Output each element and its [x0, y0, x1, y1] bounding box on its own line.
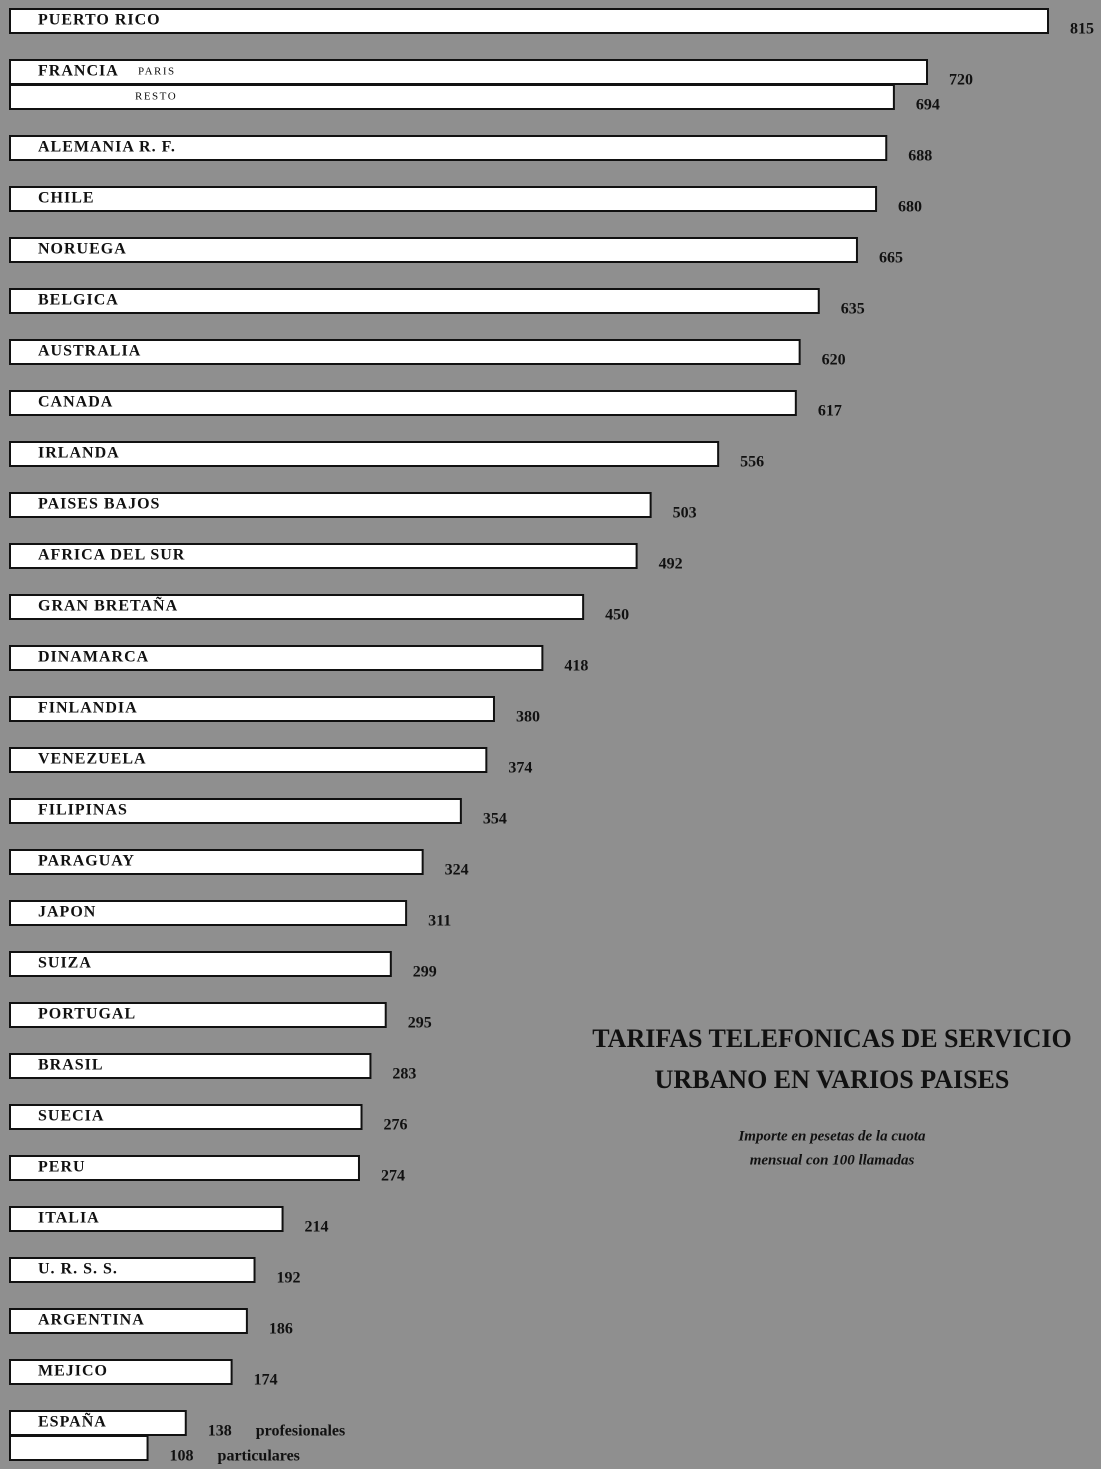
value-label: 688	[908, 148, 932, 165]
bar	[9, 1308, 248, 1334]
bar-note: particulares	[218, 1448, 300, 1465]
value-label: 274	[381, 1168, 405, 1185]
bar-label: PORTUGAL	[38, 1006, 136, 1023]
bar	[9, 1257, 256, 1283]
bar	[9, 1053, 372, 1079]
bar-label: CHILE	[38, 190, 95, 207]
value-label: 214	[305, 1219, 329, 1236]
value-label: 720	[949, 72, 973, 89]
bar-label: AFRICA DEL SUR	[38, 547, 185, 564]
bar-label: PERU	[38, 1159, 86, 1176]
value-label: 694	[916, 97, 940, 114]
value-label: 354	[483, 811, 507, 828]
value-label: 556	[740, 454, 764, 471]
bar-label: PUERTO RICO	[38, 12, 161, 29]
bar	[9, 696, 495, 722]
bar-label: GRAN BRETAÑA	[38, 596, 178, 615]
value-label: 492	[659, 556, 683, 573]
value-label: 374	[508, 760, 532, 777]
bar-label: FILIPINAS	[38, 802, 128, 819]
bar	[9, 237, 858, 263]
bar	[9, 543, 638, 569]
value-label: 815	[1070, 21, 1094, 38]
value-label: 311	[428, 913, 451, 930]
bar-label: U. R. S. S.	[38, 1261, 118, 1278]
bar-label: FINLANDIA	[38, 700, 138, 717]
bar	[9, 1435, 149, 1461]
bar	[9, 798, 462, 824]
bar-label: VENEZUELA	[38, 751, 147, 768]
value-label: 635	[841, 301, 865, 318]
value-label: 186	[269, 1321, 293, 1338]
value-label: 617	[818, 403, 842, 420]
bar	[9, 1002, 387, 1028]
value-label: 192	[277, 1270, 301, 1287]
value-label: 418	[564, 658, 588, 675]
bar-label: BELGICA	[38, 292, 119, 309]
value-label: 380	[516, 709, 540, 726]
bar-note: profesionales	[256, 1423, 345, 1440]
bar	[9, 747, 488, 773]
chart-subtitle: mensual con 100 llamadas	[750, 1152, 915, 1168]
bar-label: SUECIA	[38, 1108, 104, 1125]
bar	[9, 1104, 363, 1130]
value-label: 620	[822, 352, 846, 369]
bar	[9, 288, 820, 314]
bar	[9, 84, 895, 110]
bar	[9, 1155, 360, 1181]
value-label: 295	[408, 1015, 432, 1032]
bar-label: NORUEGA	[38, 241, 127, 258]
value-label: 324	[445, 862, 469, 879]
value-label: 665	[879, 250, 903, 267]
value-label: 680	[898, 199, 922, 216]
bar	[9, 8, 1049, 34]
bar	[9, 1359, 233, 1385]
bar	[9, 135, 888, 161]
bar-label: MEJICO	[38, 1363, 108, 1380]
bar-label: IRLANDA	[38, 445, 120, 462]
bar	[9, 492, 652, 518]
bar	[9, 645, 544, 671]
bar-label: AUSTRALIA	[38, 343, 141, 360]
bar	[9, 390, 797, 416]
bar	[9, 441, 720, 467]
bar	[9, 594, 585, 620]
bar-label: FRANCIA	[38, 63, 119, 80]
value-label: 283	[392, 1066, 416, 1083]
bar	[9, 900, 408, 926]
bar	[9, 849, 424, 875]
bar-sublabel: RESTO	[135, 91, 177, 103]
value-label: 503	[673, 505, 697, 522]
bar-label: PAISES BAJOS	[38, 496, 160, 513]
chart-title: TARIFAS TELEFONICAS DE SERVICIO	[592, 1024, 1071, 1053]
bar-label: ALEMANIA R. F.	[38, 139, 176, 156]
value-label: 108	[170, 1448, 194, 1465]
bar-label: ESPAÑA	[38, 1412, 107, 1431]
value-label: 450	[605, 607, 629, 624]
chart-subtitle: Importe en pesetas de la cuota	[737, 1128, 926, 1144]
chart-title: URBANO EN VARIOS PAISES	[655, 1065, 1010, 1094]
bar-label: CANADA	[38, 394, 113, 411]
value-label: 174	[254, 1372, 278, 1389]
value-label: 276	[384, 1117, 408, 1134]
bar	[9, 1206, 284, 1232]
bar-label: ARGENTINA	[38, 1312, 145, 1329]
bar	[9, 951, 392, 977]
bar-label: BRASIL	[38, 1057, 104, 1074]
value-label: 138	[208, 1423, 232, 1440]
bar-label: SUIZA	[38, 955, 92, 972]
value-label: 299	[413, 964, 437, 981]
bar	[9, 186, 878, 212]
bar	[9, 339, 801, 365]
bar-label: PARAGUAY	[38, 853, 135, 870]
bar-label: JAPON	[38, 904, 96, 921]
bar-label: ITALIA	[38, 1210, 100, 1227]
bar-sublabel: PARIS	[138, 66, 176, 78]
bar-label: DINAMARCA	[38, 649, 149, 666]
bar	[9, 1410, 187, 1436]
